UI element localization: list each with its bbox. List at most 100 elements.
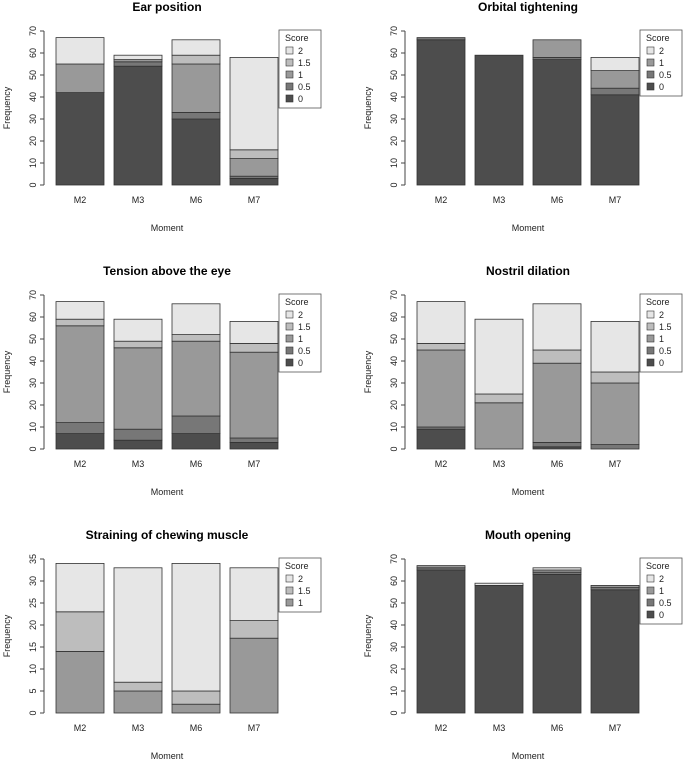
y-tick-label: 40 [389, 620, 399, 630]
legend-item-label: 0.5 [298, 346, 311, 356]
bar-segment-M7-score-1.5 [229, 342, 279, 353]
legend-swatch [285, 70, 294, 79]
bar-segment-M2-score-1.5 [55, 611, 105, 652]
legend-item-label: 2 [659, 574, 664, 584]
x-category-label: M3 [493, 459, 506, 469]
bar-segment-M2-score-2 [55, 301, 105, 320]
bar-segment-M6-score-2 [171, 39, 221, 56]
chart-title: Nostril dilation [486, 264, 570, 278]
y-tick-label: 30 [389, 114, 399, 124]
legend-swatch [646, 82, 655, 91]
chart-title: Ear position [132, 0, 201, 14]
bar-segment-M2-score-1 [416, 565, 466, 569]
legend-item-label: 1.5 [298, 322, 311, 332]
x-category-label: M2 [435, 723, 448, 733]
y-tick-label: 30 [28, 576, 38, 586]
y-tick-label: 60 [389, 312, 399, 322]
legend-title: Score [646, 297, 670, 307]
legend-title: Score [285, 561, 309, 571]
legend-swatch [285, 334, 294, 343]
bar-segment-M6-score-2 [171, 563, 221, 692]
legend-swatch [646, 358, 655, 367]
y-tick-label: 60 [28, 312, 38, 322]
x-category-label: M3 [132, 723, 145, 733]
bar-segment-M7-score-1 [229, 351, 279, 439]
x-category-label: M7 [248, 195, 261, 205]
bar-segment-M6-score-0 [532, 59, 582, 186]
x-category-label: M6 [551, 459, 564, 469]
bar-segment-M7-score-0.5 [590, 87, 640, 96]
legend-item-label: 1 [298, 70, 303, 80]
y-tick-label: 70 [28, 26, 38, 36]
y-tick-label: 70 [389, 554, 399, 564]
x-category-label: M7 [609, 459, 622, 469]
legend-item-label: 1.5 [659, 322, 672, 332]
x-category-label: M7 [248, 459, 261, 469]
bar-segment-M6-score-1.5 [171, 334, 221, 342]
bar-segment-M2-score-0 [416, 428, 466, 450]
y-tick-label: 10 [28, 422, 38, 432]
bar-segment-M3-score-2 [474, 582, 524, 586]
x-category-label: M3 [493, 195, 506, 205]
x-category-label: M2 [435, 195, 448, 205]
bar-segment-M3-score-1 [113, 690, 163, 714]
y-axis-label: Frequency [2, 86, 12, 129]
y-tick-label: 30 [389, 642, 399, 652]
y-axis-label: Frequency [363, 614, 373, 657]
y-tick-label: 0 [389, 710, 399, 715]
chart-panel-5: Straining of chewing muscle 0 5 10 15 20 25 30 3… [2, 528, 322, 761]
legend-swatch [646, 334, 655, 343]
bar-segment-M3-score-0.5 [113, 428, 163, 441]
legend-item-label: 0.5 [659, 70, 672, 80]
bar-segment-M2-score-1.5 [416, 342, 466, 351]
legend-item-label: 1.5 [298, 586, 311, 596]
legend-swatch [285, 358, 294, 367]
x-category-label: M3 [132, 195, 145, 205]
bar-segment-M6-score-2 [532, 303, 582, 351]
legend-item-label: 0.5 [298, 82, 311, 92]
bar-segment-M7-score-0 [590, 589, 640, 714]
bar-segment-M6-score-1 [171, 340, 221, 417]
y-tick-label: 70 [28, 290, 38, 300]
y-tick-label: 20 [389, 664, 399, 674]
bar-segment-M2-score-1 [416, 349, 466, 428]
y-tick-label: 20 [28, 400, 38, 410]
bar-segment-M7-score-0 [229, 177, 279, 186]
bar-segment-M2-score-1 [55, 651, 105, 714]
y-tick-label: 0 [28, 446, 38, 451]
x-category-label: M6 [190, 459, 203, 469]
legend-item-label: 0 [659, 610, 664, 620]
legend-item-label: 0.5 [659, 598, 672, 608]
legend-item-label: 2 [298, 46, 303, 56]
legend-swatch [285, 82, 294, 91]
bar-segment-M2-score-0 [55, 92, 105, 186]
legend-swatch [646, 46, 655, 55]
chart-panel-4: Nostril dilation010203040506070Frequency… [363, 264, 683, 497]
y-tick-label: 60 [389, 576, 399, 586]
legend-item-label: 0 [659, 358, 664, 368]
bar-segment-M7-score-1.5 [590, 371, 640, 384]
legend-title: Score [285, 297, 309, 307]
bar-segment-M2-score-2 [55, 37, 105, 65]
legend-swatch [285, 310, 294, 319]
chart-title: Straining of chewing muscle [86, 528, 249, 542]
x-axis-label: Moment [151, 751, 184, 761]
legend-item-label: 2 [298, 574, 303, 584]
bar-segment-M2-score-2 [55, 563, 105, 613]
bar-segment-M3-score-0 [474, 585, 524, 714]
bar-segment-M6-score-0.5 [532, 441, 582, 448]
legend: Score 2 1.5 1 [278, 557, 322, 613]
x-axis-label: Moment [151, 223, 184, 233]
legend-item-label: 0.5 [659, 346, 672, 356]
y-tick-label: 50 [389, 598, 399, 608]
legend-swatch [285, 598, 294, 607]
legend-item-label: 1 [298, 598, 303, 608]
x-category-label: M2 [74, 195, 87, 205]
legend-item-label: 2 [659, 46, 664, 56]
legend: Score 2 1 0.5 0 [639, 29, 683, 97]
legend-item-label: 1 [298, 334, 303, 344]
bar-segment-M6-score-0.5 [171, 415, 221, 435]
bar-segment-M2-score-0.5 [55, 422, 105, 435]
legend-box [278, 293, 322, 373]
